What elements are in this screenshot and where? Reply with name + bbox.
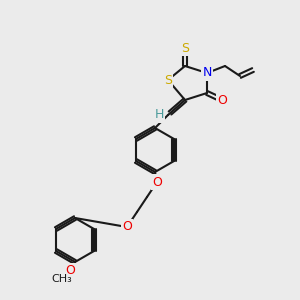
Text: S: S bbox=[181, 41, 189, 55]
Text: H: H bbox=[154, 109, 164, 122]
Text: S: S bbox=[164, 74, 172, 86]
Text: N: N bbox=[202, 67, 212, 80]
Text: O: O bbox=[217, 94, 227, 106]
Text: CH₃: CH₃ bbox=[52, 274, 72, 284]
Text: O: O bbox=[65, 265, 75, 278]
Text: O: O bbox=[122, 220, 132, 233]
Text: O: O bbox=[152, 176, 162, 188]
